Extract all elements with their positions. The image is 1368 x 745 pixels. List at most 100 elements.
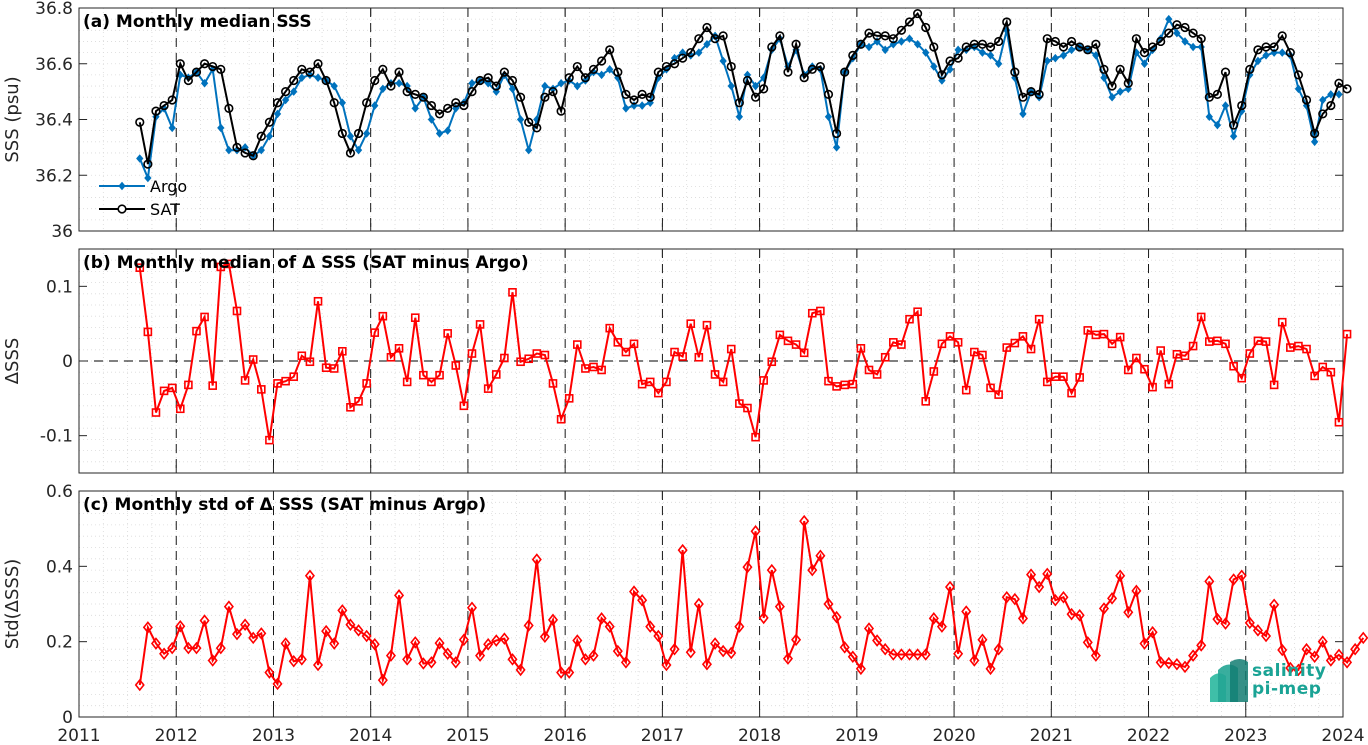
data-point-diamond	[1342, 656, 1353, 669]
data-point-circle	[856, 39, 866, 49]
data-point-square	[1059, 372, 1068, 381]
data-point-circle	[1277, 31, 1287, 41]
data-point-circle	[1042, 34, 1052, 44]
data-point-circle	[1010, 67, 1020, 77]
data-point-circle	[1204, 92, 1214, 102]
data-point-circle	[151, 106, 161, 116]
data-point-diamond	[953, 647, 964, 661]
data-point-diamond	[1335, 90, 1343, 99]
legend-marker	[117, 204, 127, 214]
data-point-square	[419, 370, 428, 380]
y-tick-label: 36.4	[35, 111, 73, 131]
logo-wave-icon	[1210, 659, 1248, 702]
data-point-square	[159, 386, 169, 396]
data-point-diamond	[450, 656, 461, 669]
x-tick-label: 2020	[932, 726, 975, 745]
data-point-diamond	[993, 642, 1004, 656]
data-point-diamond	[606, 65, 614, 74]
data-point-square	[1107, 339, 1117, 349]
data-point-circle	[880, 31, 890, 41]
x-tick-label: 2011	[57, 726, 100, 745]
data-point-diamond	[507, 653, 518, 666]
data-point-diamond	[183, 641, 194, 655]
data-point-diamond	[872, 634, 883, 647]
data-point-diamond	[280, 637, 291, 650]
data-point-diamond	[508, 84, 517, 94]
data-point-square	[1277, 317, 1287, 327]
data-point-circle	[337, 128, 347, 139]
data-point-square	[329, 364, 339, 373]
data-point-diamond	[290, 87, 298, 96]
data-point-square	[208, 381, 217, 390]
data-point-square	[232, 306, 242, 316]
data-point-diamond	[572, 634, 583, 647]
data-point-circle	[791, 39, 801, 49]
data-point-circle	[305, 67, 315, 77]
data-point-diamond	[466, 601, 477, 615]
data-point-circle	[807, 64, 817, 74]
data-point-circle	[726, 61, 736, 72]
data-point-circle	[272, 98, 283, 108]
data-point-diamond	[516, 115, 525, 124]
data-point-square	[248, 355, 258, 364]
data-point-square	[467, 349, 477, 358]
data-point-circle	[208, 61, 218, 72]
data-point-diamond	[1269, 598, 1280, 612]
data-point-square	[686, 319, 696, 328]
data-point-diamond	[306, 70, 314, 80]
data-point-diamond	[200, 78, 209, 88]
data-point-diamond	[362, 129, 371, 138]
data-point-diamond	[945, 580, 956, 594]
data-point-circle	[637, 89, 647, 100]
y-tick-label: 0	[62, 352, 73, 372]
data-point-diamond	[144, 173, 152, 183]
data-point-circle	[1188, 28, 1198, 38]
data-point-circle	[1253, 45, 1263, 55]
data-point-square	[443, 329, 452, 338]
data-point-circle	[240, 148, 250, 158]
data-point-square	[1075, 373, 1084, 382]
data-point-square	[1310, 371, 1319, 381]
data-point-diamond	[371, 101, 379, 110]
plot-frame	[78, 490, 1344, 718]
data-point-diamond	[799, 514, 810, 528]
data-point-diamond	[296, 653, 307, 666]
data-point-circle	[548, 87, 558, 97]
data-point-circle	[499, 67, 509, 77]
data-point-circle	[418, 92, 428, 102]
data-point-diamond	[338, 98, 346, 108]
data-point-diamond	[1147, 625, 1158, 639]
data-point-square	[759, 376, 768, 385]
data-point-diamond	[824, 112, 833, 121]
data-point-square	[654, 388, 663, 398]
data-point-square	[459, 401, 469, 411]
data-point-diamond	[134, 678, 145, 692]
data-point-diamond	[564, 666, 575, 679]
data-point-square	[508, 288, 517, 297]
data-point-circle	[564, 73, 574, 83]
data-point-circle	[1099, 64, 1109, 74]
data-point-circle	[1131, 34, 1141, 44]
data-point-square	[184, 380, 193, 390]
data-point-square	[1140, 364, 1149, 374]
data-point-square	[978, 350, 987, 360]
data-point-diamond	[379, 84, 387, 94]
data-point-square	[1123, 365, 1133, 375]
data-point-circle	[1237, 100, 1247, 111]
data-point-diamond	[1261, 629, 1272, 643]
data-point-circle	[913, 8, 923, 19]
data-point-circle	[264, 117, 275, 127]
data-point-square	[945, 332, 955, 341]
data-point-circle	[1147, 42, 1158, 52]
data-point-circle	[1220, 67, 1231, 77]
data-point-diamond	[1350, 642, 1361, 656]
panel-b: -0.1 0 0.1 ΔSSS (b) Monthly median of Δ SSS …	[2, 248, 1352, 474]
data-point-diamond	[541, 81, 549, 91]
data-point-circle	[1318, 109, 1328, 119]
data-point-square	[710, 370, 720, 379]
data-point-diamond	[1262, 51, 1270, 60]
data-point-diamond	[217, 123, 225, 133]
data-point-square	[1115, 332, 1125, 342]
data-point-diamond	[1205, 112, 1213, 121]
data-point-square	[1180, 351, 1190, 361]
